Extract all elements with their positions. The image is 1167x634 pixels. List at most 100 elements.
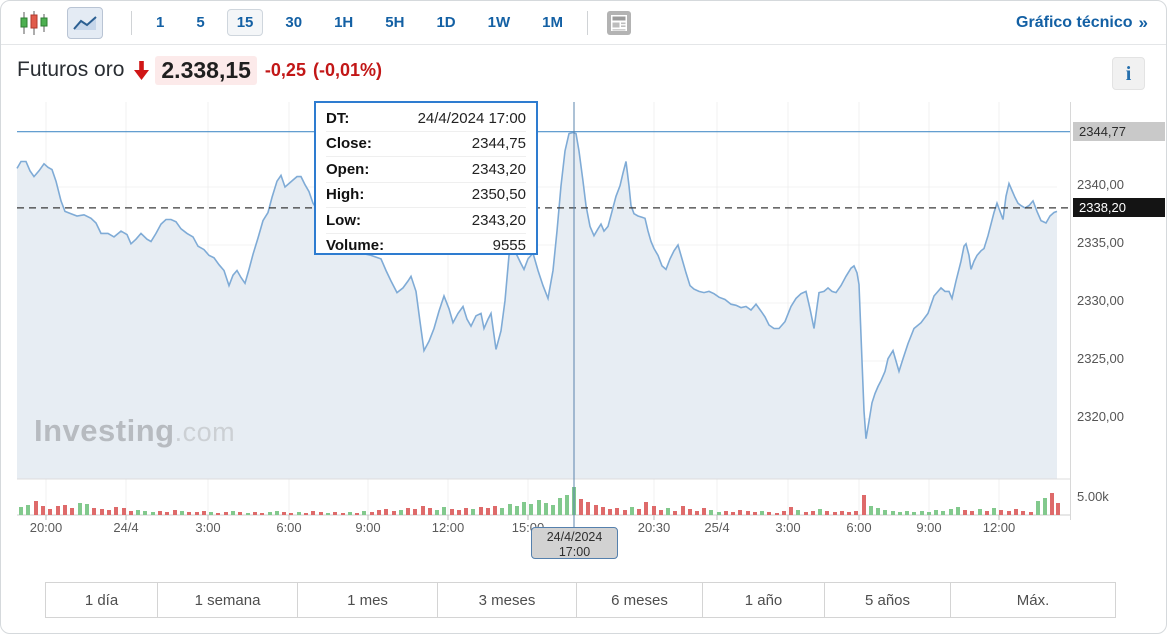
tooltip-row: Close: 2344,75 — [326, 132, 526, 157]
last-price-label: 2338,20 — [1073, 197, 1165, 217]
volume-bar — [825, 511, 829, 515]
crosshair-time: 17:00 — [558, 545, 591, 559]
volume-bar — [681, 506, 685, 515]
volume-bar — [760, 511, 764, 515]
price-change-percent: (-0,01%) — [312, 59, 382, 80]
volume-bar — [1050, 493, 1054, 515]
range-1-mes-button[interactable]: 1 mes — [297, 582, 438, 618]
tooltip-row: Open: 2343,20 — [326, 157, 526, 183]
info-button[interactable]: i — [1112, 57, 1145, 90]
toolbar-divider — [131, 10, 132, 35]
time-tick-label: 12:00 — [431, 520, 465, 535]
instrument-header: Futuros oro 2.338,15 -0,25 (-0,01%) i — [1, 49, 1166, 91]
price-tick-label: 2325,00 — [1077, 351, 1124, 366]
volume-bar — [594, 505, 598, 515]
volume-bar — [457, 510, 461, 515]
volume-bar — [1056, 503, 1060, 515]
volume-bar — [586, 502, 590, 515]
volume-bar — [384, 509, 388, 515]
technical-chart-link[interactable]: Gráfico técnico » — [1016, 13, 1148, 33]
volume-bar — [579, 499, 583, 515]
volume-bar — [978, 509, 982, 515]
volume-bar — [1029, 512, 1033, 515]
ohlc-tooltip: DT: 24/4/2024 17:00 Close: 2344,75 Open: 2343… — [314, 101, 538, 255]
range-3-meses-button[interactable]: 3 meses — [437, 582, 577, 618]
volume-bar — [753, 512, 757, 515]
time-tick-label: 20:30 — [637, 520, 671, 535]
volume-bar — [78, 503, 82, 515]
volume-bar — [143, 511, 147, 515]
volume-bar — [319, 512, 323, 515]
range-6-meses-button[interactable]: 6 meses — [576, 582, 703, 618]
news-layout-button[interactable] — [602, 7, 636, 39]
interval-15-button[interactable]: 15 — [226, 9, 264, 36]
price-tick-label: 2320,00 — [1077, 409, 1124, 424]
volume-bar — [19, 507, 23, 515]
volume-bar — [348, 512, 352, 515]
volume-bar — [195, 512, 199, 515]
volume-bar — [912, 512, 916, 515]
volume-bar — [789, 507, 793, 515]
range-1-semana-button[interactable]: 1 semana — [157, 582, 298, 618]
volume-bar — [673, 511, 677, 515]
volume-bar — [847, 512, 851, 515]
range-5-a-os-button[interactable]: 5 años — [824, 582, 951, 618]
range-1-a-o-button[interactable]: 1 año — [702, 582, 825, 618]
volume-bar — [1007, 511, 1011, 515]
interval-5-button[interactable]: 5 — [196, 14, 205, 31]
interval-1d-button[interactable]: 1D — [436, 14, 456, 31]
volume-bar — [289, 513, 293, 515]
volume-bar — [644, 502, 648, 515]
volume-bar — [833, 512, 837, 515]
interval-1m-button[interactable]: 1M — [542, 14, 563, 31]
volume-bar — [275, 511, 279, 515]
volume-bar — [180, 511, 184, 515]
volume-bar — [537, 500, 541, 515]
volume-bar — [558, 498, 562, 515]
time-tick-label: 12:00 — [982, 520, 1016, 535]
volume-bar — [209, 512, 213, 515]
interval-1w-button[interactable]: 1W — [487, 14, 511, 31]
interval-1h-button[interactable]: 1H — [334, 14, 354, 31]
volume-bar — [905, 511, 909, 515]
range-1-d-a-button[interactable]: 1 día — [45, 582, 158, 618]
volume-bar — [435, 510, 439, 515]
volume-bar — [413, 509, 417, 515]
volume-bar — [508, 504, 512, 515]
tooltip-row: Volume: 9555 — [326, 234, 526, 259]
volume-bar — [695, 511, 699, 515]
interval-5h-button[interactable]: 5H — [385, 14, 405, 31]
area-chart-button[interactable] — [67, 6, 103, 39]
volume-bar — [1014, 509, 1018, 515]
range-button-row: 1 día 1 semana 1 mes 3 meses 6 meses 1 año 5 a… — [45, 582, 1116, 618]
interval-30-button[interactable]: 30 — [285, 14, 303, 31]
volume-bar — [399, 510, 403, 515]
time-tick-label: 25/4 — [704, 520, 730, 535]
tooltip-value: 9555 — [492, 237, 526, 255]
watermark-brand: Investing — [34, 413, 175, 448]
volume-bar — [114, 507, 118, 515]
volume-bar — [608, 509, 612, 515]
volume-bar — [1021, 511, 1025, 515]
volume-bar — [428, 508, 432, 515]
interval-1-button[interactable]: 1 — [156, 14, 165, 31]
candlestick-chart-button[interactable] — [15, 7, 53, 39]
volume-bar — [652, 506, 656, 515]
volume-bar — [216, 513, 220, 515]
volume-bar — [260, 513, 264, 515]
volume-bar — [362, 511, 366, 515]
price-axis[interactable]: 2340,00 2335,00 2330,00 2325,00 2320,00 2344,… — [1073, 1, 1165, 561]
volume-bar — [158, 511, 162, 515]
time-tick-label: 3:00 — [195, 520, 221, 535]
range-m-x--button[interactable]: Máx. — [950, 582, 1116, 618]
volume-bar — [493, 506, 497, 515]
volume-bar — [775, 513, 779, 515]
tooltip-row: High: 2350,50 — [326, 183, 526, 208]
volume-bar — [898, 512, 902, 515]
volume-bar — [268, 512, 272, 515]
volume-bar — [738, 510, 742, 515]
volume-bar — [151, 512, 155, 515]
volume-bar — [709, 510, 713, 515]
watermark: Investing.com — [34, 413, 235, 449]
volume-bar — [377, 510, 381, 515]
